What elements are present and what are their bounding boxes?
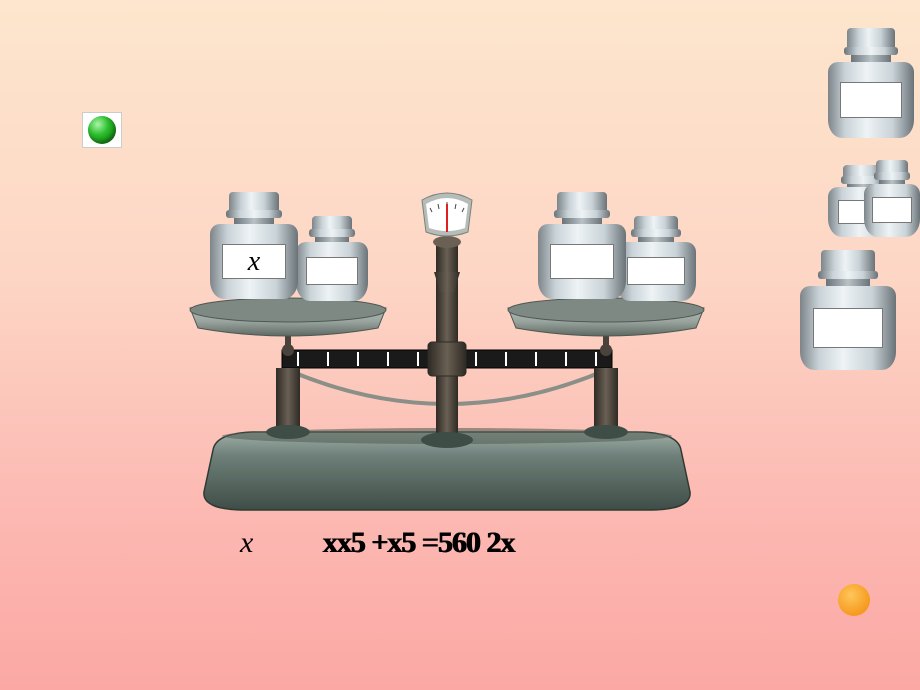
scale-column xyxy=(421,236,473,448)
jar-label xyxy=(872,197,912,223)
right-pan-jar-small[interactable] xyxy=(616,216,696,308)
jar-label xyxy=(306,257,358,285)
jar-label xyxy=(627,257,685,285)
equation-expression: xx5 +x5 =560 2x xyxy=(323,526,515,559)
sphere-icon xyxy=(88,116,116,144)
scale-gauge xyxy=(422,193,472,236)
shelf-jar-1[interactable] xyxy=(828,28,914,148)
left-pan-jar-small[interactable] xyxy=(296,216,368,308)
equation-text: x xx5 +x5 =560 2x xyxy=(240,526,515,560)
equation-variable: x xyxy=(240,526,253,559)
shelf-jar-3[interactable] xyxy=(800,250,896,380)
orange-dot-button[interactable] xyxy=(838,584,870,616)
shelf-jar-2-front[interactable] xyxy=(864,160,920,244)
jar-label-x: x xyxy=(222,244,285,280)
left-pan-jar-large[interactable]: x xyxy=(210,192,298,308)
right-pan-jar-large[interactable] xyxy=(538,192,626,308)
jar-label xyxy=(550,244,613,280)
green-sphere-button[interactable] xyxy=(82,112,122,148)
jar-label xyxy=(813,308,882,348)
jar-label xyxy=(840,82,902,119)
